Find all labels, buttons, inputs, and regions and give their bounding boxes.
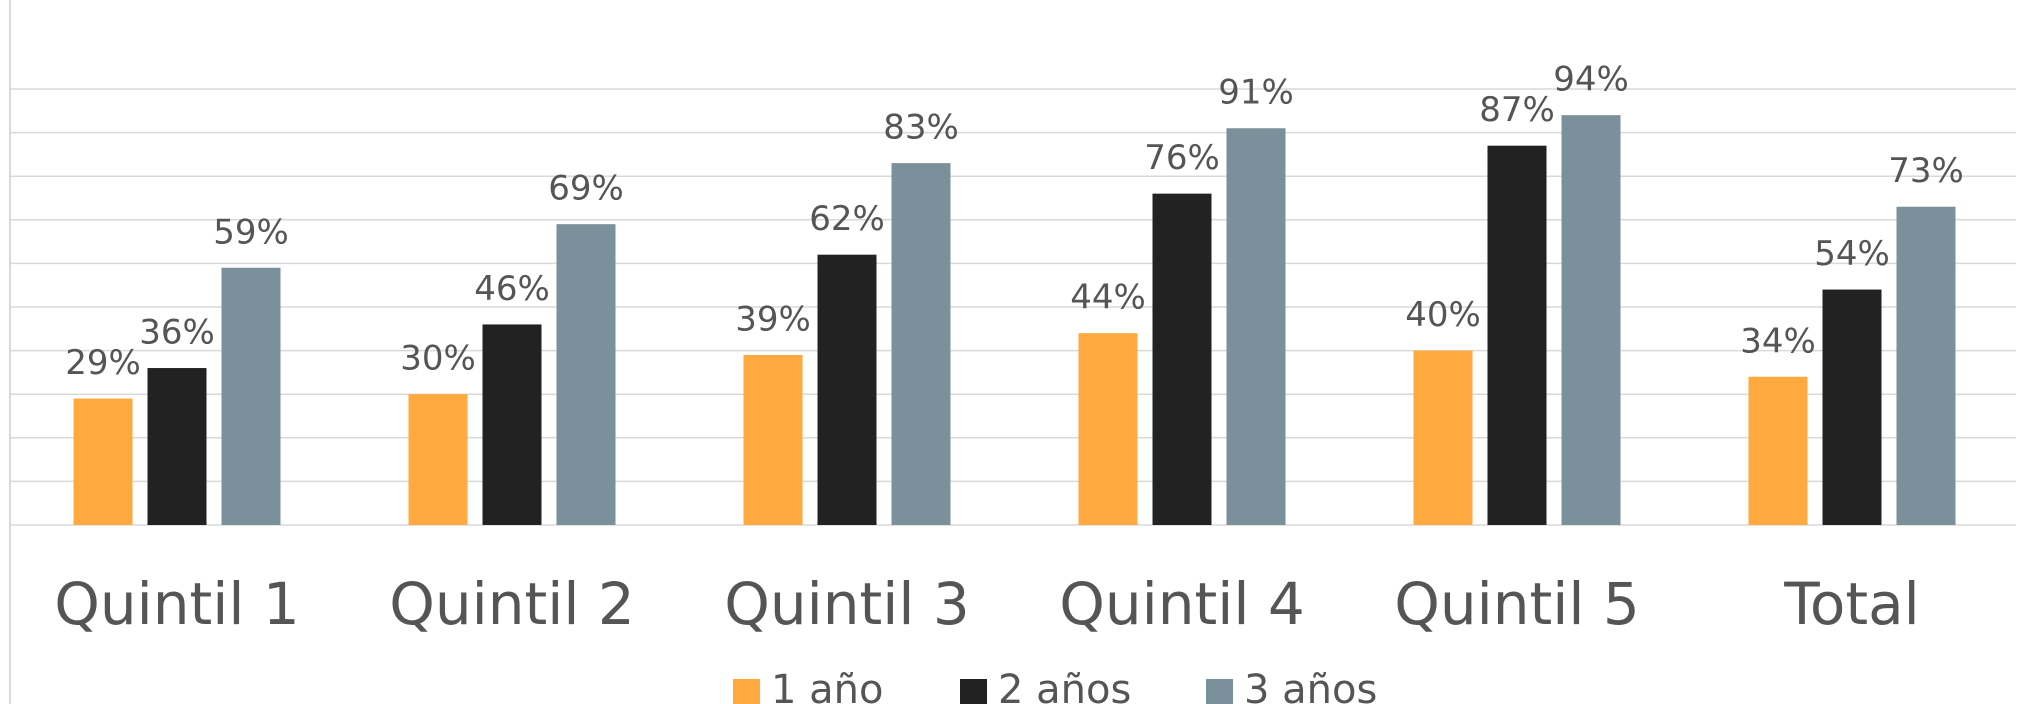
bar <box>147 368 207 525</box>
bar <box>1748 376 1808 525</box>
data-label: 69% <box>548 169 624 209</box>
bar <box>73 398 133 525</box>
bar <box>817 254 877 525</box>
data-label: 44% <box>1070 278 1146 318</box>
x-tick-label: Quintil 5 <box>1394 570 1640 638</box>
bar <box>1896 206 1956 525</box>
bar <box>556 224 616 525</box>
data-label: 40% <box>1405 295 1481 335</box>
x-tick-label: Total <box>1783 570 1919 638</box>
bar <box>1822 289 1882 525</box>
data-label: 76% <box>1144 138 1220 178</box>
bar <box>1561 115 1621 525</box>
data-label: 94% <box>1553 60 1629 100</box>
data-label: 39% <box>735 299 811 339</box>
legend-label: 1 año <box>771 667 884 704</box>
bar <box>408 394 468 525</box>
bar <box>1152 193 1212 525</box>
bar <box>1226 128 1286 526</box>
data-label: 59% <box>213 212 289 252</box>
data-label: 87% <box>1479 90 1555 130</box>
bar <box>482 324 542 525</box>
bar <box>221 267 281 525</box>
data-label: 46% <box>474 269 550 309</box>
data-label: 54% <box>1814 234 1890 274</box>
data-label: 83% <box>883 108 959 148</box>
legend-swatch <box>1206 679 1233 704</box>
x-tick-label: Quintil 1 <box>54 570 300 638</box>
data-label: 91% <box>1218 73 1294 113</box>
x-tick-label: Quintil 3 <box>724 570 970 638</box>
legend-label: 3 años <box>1244 667 1377 704</box>
x-tick-label: Quintil 4 <box>1059 570 1305 638</box>
data-label: 29% <box>65 343 141 383</box>
bar <box>1487 145 1547 525</box>
data-label: 36% <box>139 313 215 353</box>
data-label: 62% <box>809 199 885 239</box>
data-label: 30% <box>400 339 476 379</box>
x-tick-label: Quintil 2 <box>389 570 635 638</box>
legend-label: 2 años <box>998 667 1131 704</box>
data-label: 73% <box>1888 151 1964 191</box>
bar <box>891 163 951 525</box>
bar <box>743 354 803 525</box>
bar <box>1413 350 1473 525</box>
bar <box>1078 333 1138 525</box>
legend-swatch <box>733 679 760 704</box>
legend-swatch <box>960 679 987 704</box>
data-label: 34% <box>1740 321 1816 361</box>
